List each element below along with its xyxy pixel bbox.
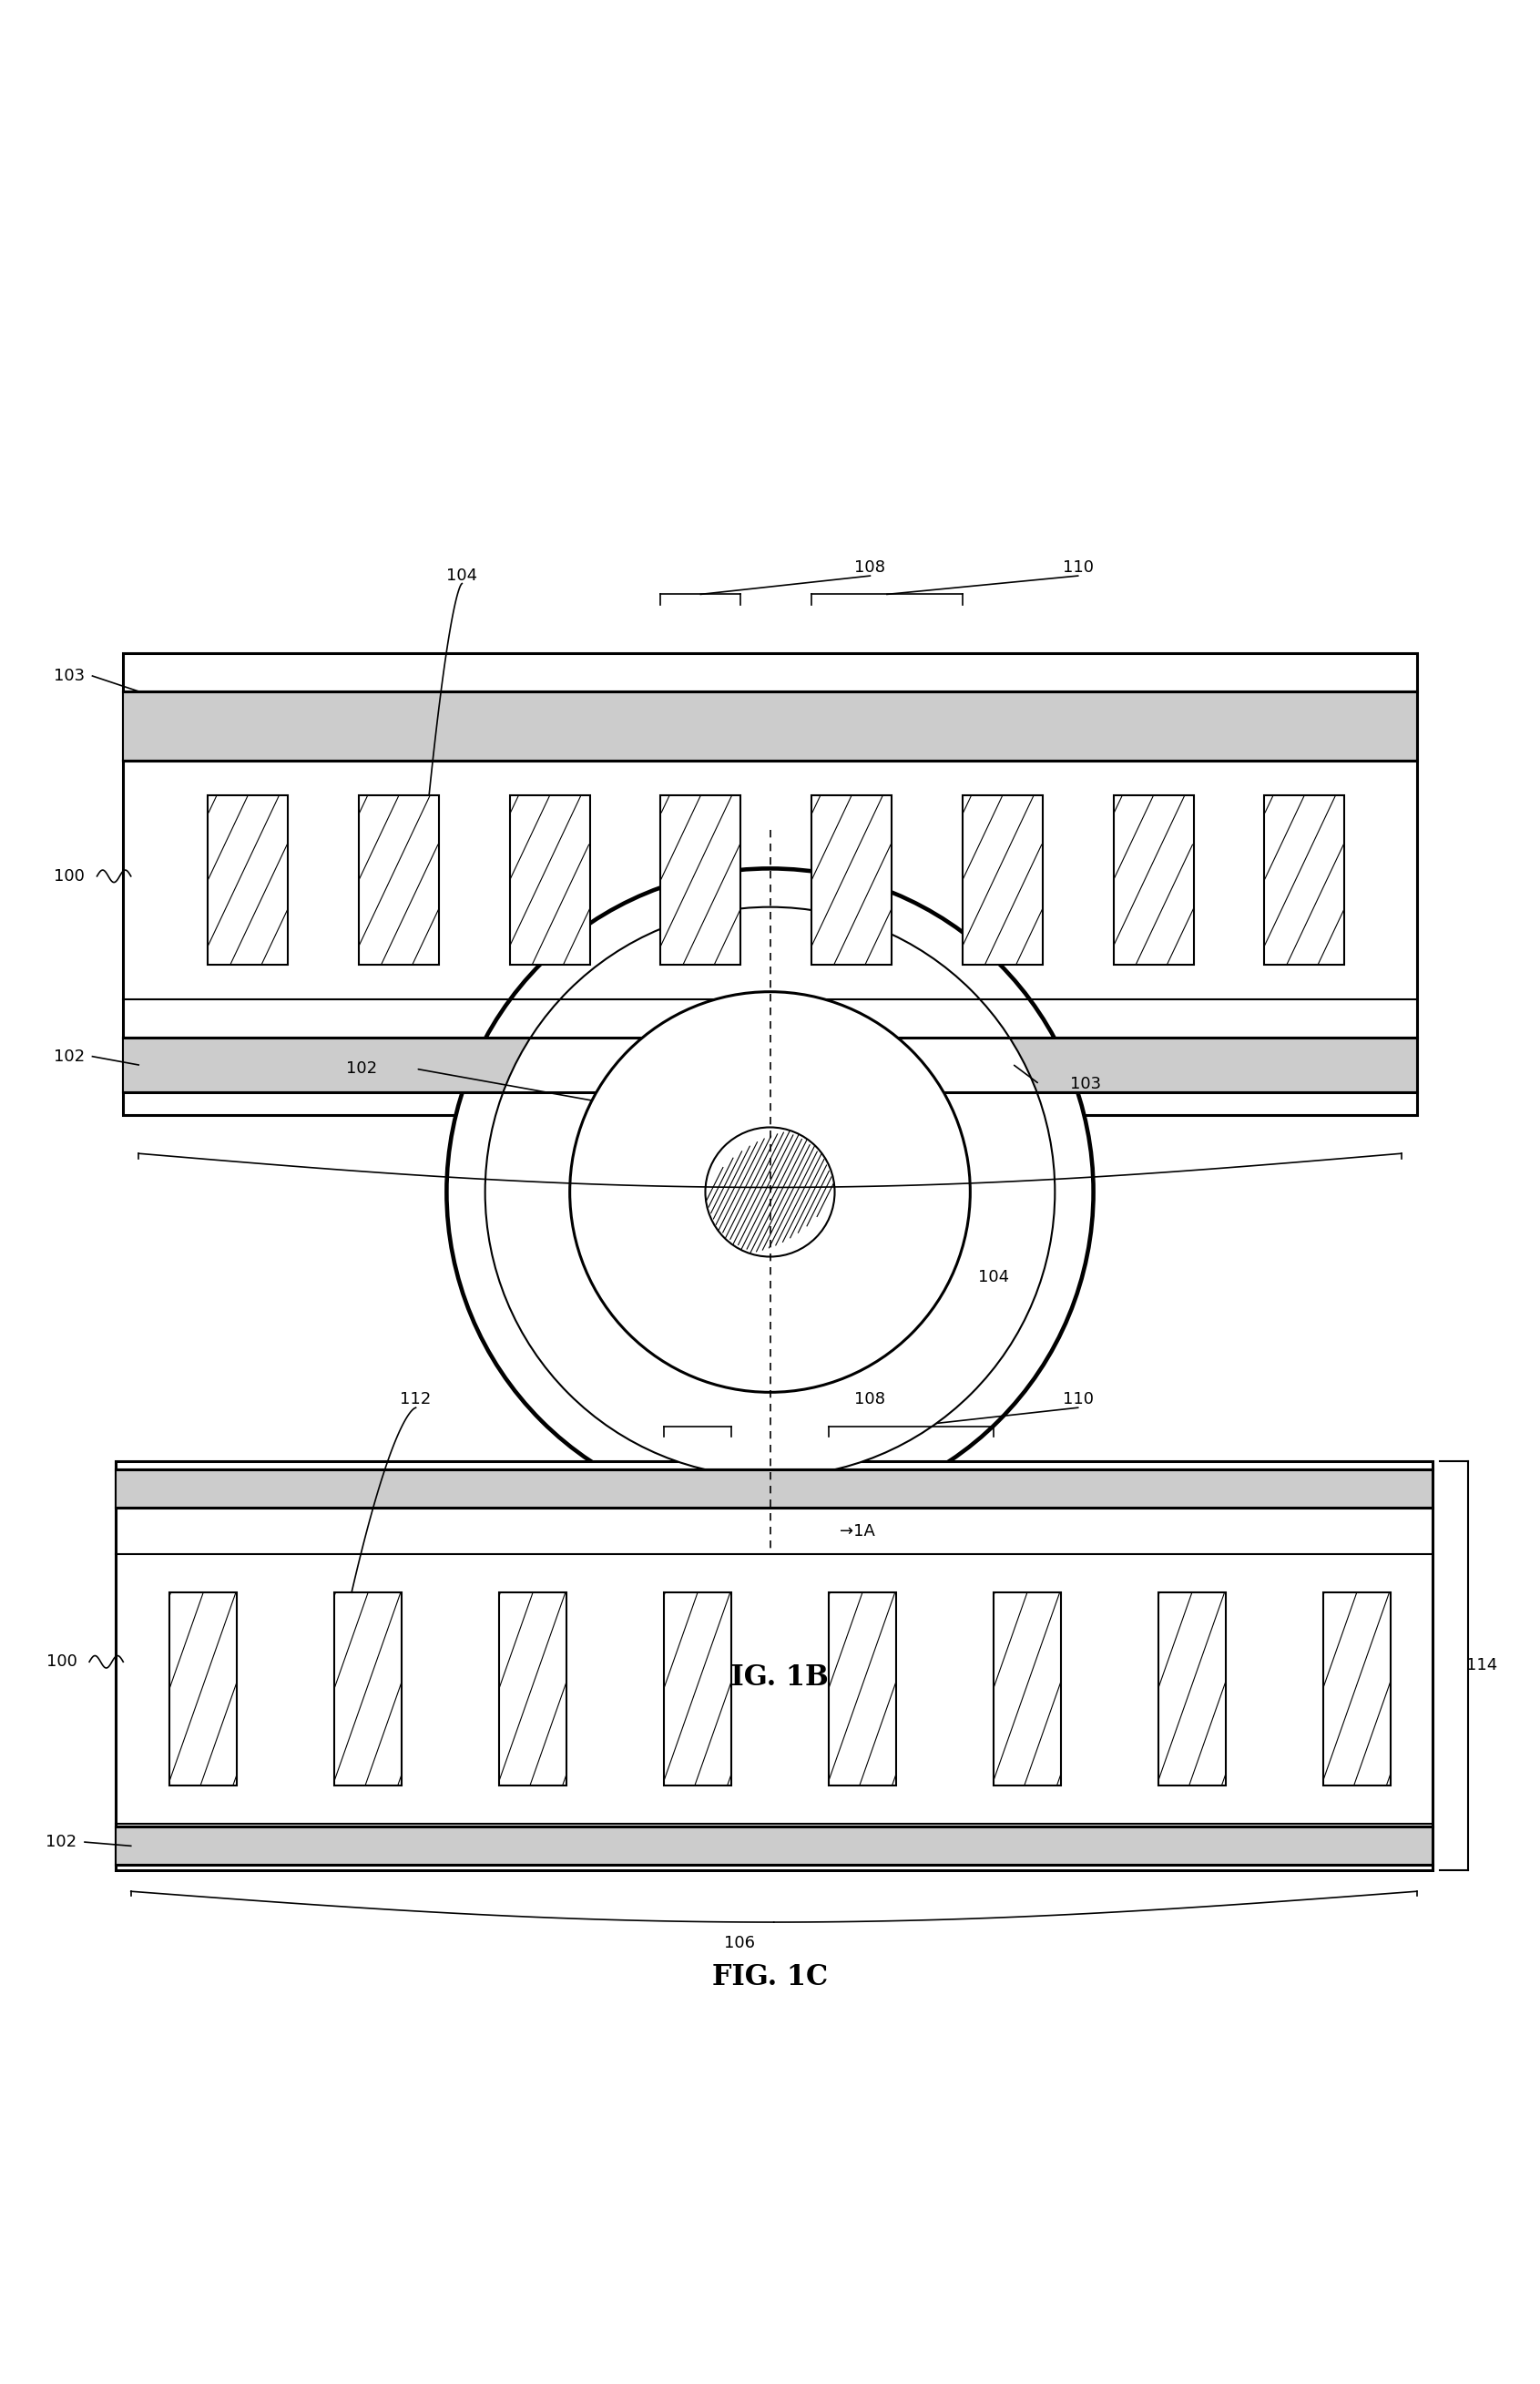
Bar — [169, 1593, 237, 1786]
Text: 114: 114 — [1466, 1657, 1497, 1674]
Bar — [1264, 796, 1344, 966]
Text: FIG. 1C: FIG. 1C — [711, 1964, 829, 1991]
Text: 108: 108 — [855, 560, 885, 577]
Text: 102: 102 — [346, 1061, 377, 1078]
Bar — [123, 1037, 1417, 1092]
Text: 108: 108 — [855, 1392, 885, 1407]
Circle shape — [570, 992, 970, 1392]
Text: 102: 102 — [54, 1049, 85, 1066]
Bar — [115, 1461, 1432, 1869]
Bar — [993, 1593, 1061, 1786]
Bar — [359, 796, 439, 966]
Text: 104: 104 — [447, 567, 477, 584]
Text: 103: 103 — [1070, 1075, 1101, 1092]
Bar — [115, 1826, 1432, 1864]
Bar — [812, 796, 892, 966]
Bar — [661, 796, 741, 966]
Bar — [510, 796, 590, 966]
Bar — [664, 1593, 732, 1786]
Bar — [829, 1593, 896, 1786]
Bar — [123, 691, 1417, 760]
Circle shape — [705, 1128, 835, 1256]
Text: FIG. 1B: FIG. 1B — [711, 1664, 829, 1690]
Text: 106: 106 — [755, 1199, 785, 1216]
Bar — [1158, 1593, 1226, 1786]
Text: 100: 100 — [46, 1654, 77, 1671]
Text: →1A: →1A — [839, 837, 875, 853]
Text: 104: 104 — [978, 1268, 1009, 1285]
Text: 106: 106 — [724, 1933, 755, 1950]
Bar — [1323, 1593, 1391, 1786]
Bar — [334, 1593, 402, 1786]
Circle shape — [447, 868, 1093, 1516]
Bar — [499, 1593, 567, 1786]
Text: 110: 110 — [1063, 1392, 1093, 1407]
Bar — [208, 796, 288, 966]
Text: 112: 112 — [400, 1392, 431, 1407]
Text: 102: 102 — [46, 1833, 77, 1850]
Bar — [962, 796, 1043, 966]
Text: FIG. 1A: FIG. 1A — [713, 1264, 827, 1290]
Text: 103: 103 — [54, 668, 85, 684]
Bar — [115, 1469, 1432, 1507]
Bar — [123, 653, 1417, 1116]
Text: 100: 100 — [54, 868, 85, 884]
Circle shape — [485, 906, 1055, 1478]
Text: →1A: →1A — [839, 1523, 875, 1540]
Bar — [1113, 796, 1193, 966]
Text: 110: 110 — [1063, 560, 1093, 577]
